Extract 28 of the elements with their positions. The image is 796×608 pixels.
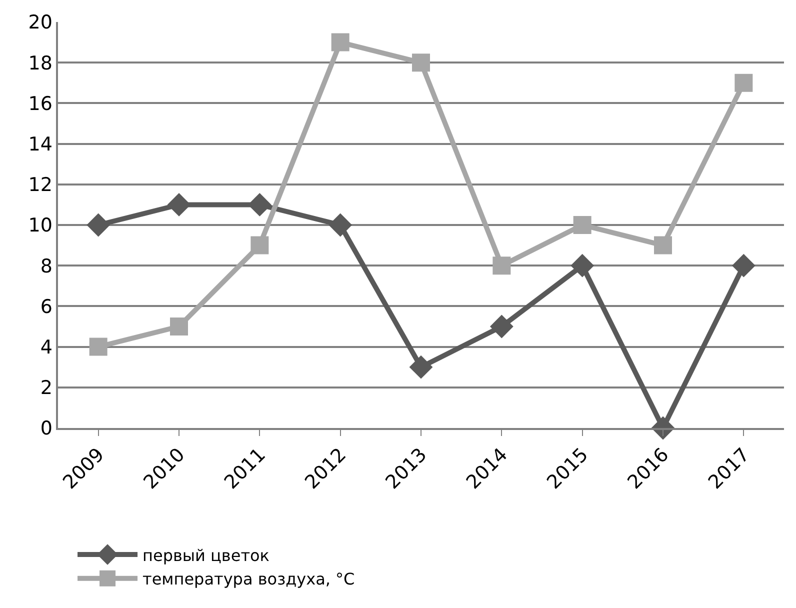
y-tick-label: 2 — [40, 377, 52, 400]
point — [412, 54, 430, 72]
legend-label: температура воздуха, °C — [142, 570, 355, 589]
y-tick-label: 6 — [40, 296, 52, 318]
point — [250, 236, 269, 254]
point — [573, 216, 592, 234]
point — [86, 213, 110, 237]
y-tick-label: 12 — [28, 174, 52, 196]
y-tick-label: 8 — [40, 255, 52, 278]
y-tick-label: 4 — [40, 336, 52, 358]
point — [170, 318, 188, 336]
point — [490, 314, 514, 338]
y-tick-label: 16 — [28, 92, 52, 115]
point — [89, 338, 108, 356]
y-tick-label: 10 — [28, 214, 52, 237]
point — [492, 256, 511, 275]
point — [654, 236, 672, 254]
y-tick-label: 20 — [28, 12, 52, 34]
y-tick-label: 0 — [40, 418, 52, 440]
y-tick-label: 18 — [28, 52, 52, 74]
point — [328, 213, 352, 237]
point — [734, 74, 753, 92]
point — [570, 254, 594, 278]
point — [732, 254, 756, 278]
point — [331, 33, 350, 52]
y-tick-label: 14 — [28, 133, 52, 156]
legend-label: первый цветок — [142, 546, 270, 565]
point — [409, 355, 433, 379]
